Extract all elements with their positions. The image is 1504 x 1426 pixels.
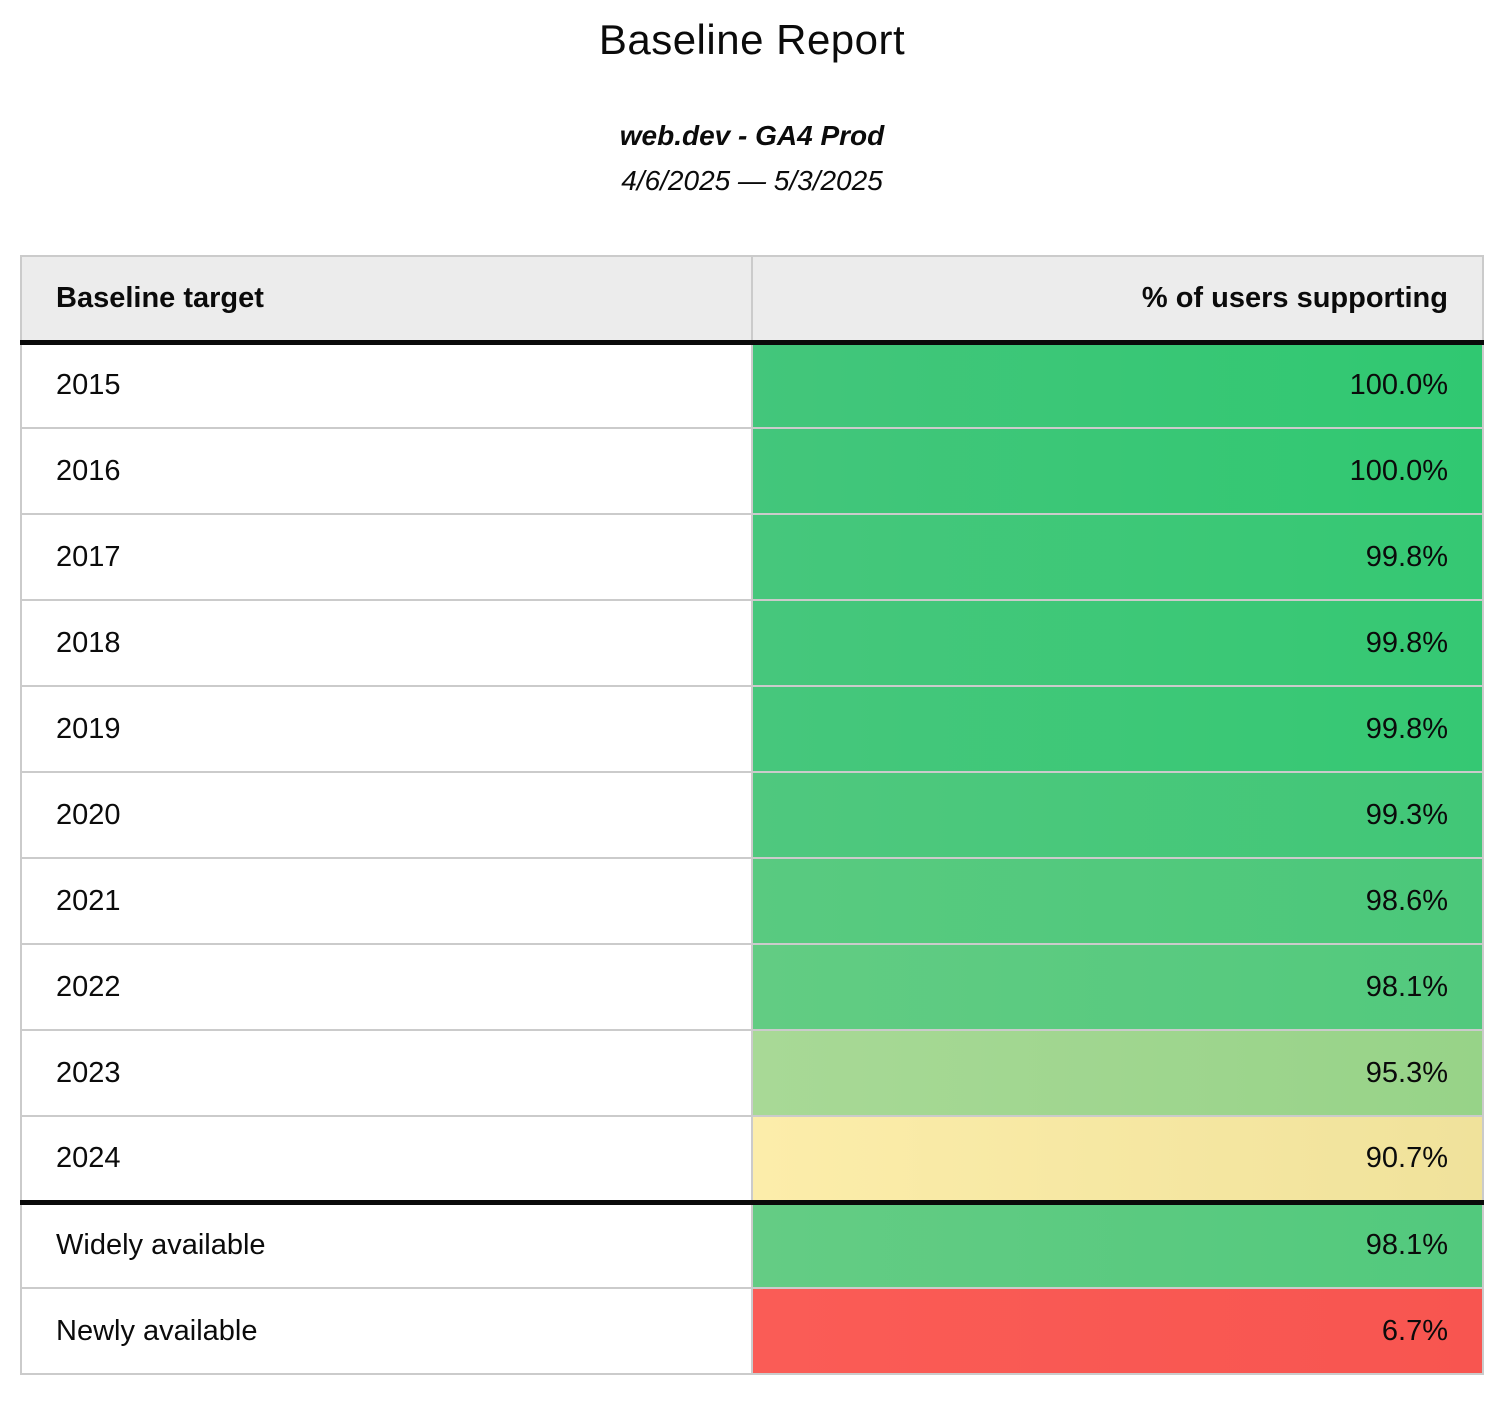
baseline-target-cell: 2020: [20, 771, 753, 859]
baseline-target-cell: 2023: [20, 1029, 753, 1117]
table-row: Newly available 6.7%: [20, 1287, 1484, 1375]
support-cell: 99.8%: [751, 685, 1484, 773]
support-cell: 95.3%: [751, 1029, 1484, 1117]
table-row: 2015 100.0%: [20, 341, 1484, 429]
support-cell: 99.3%: [751, 771, 1484, 859]
column-header-baseline-target: Baseline target: [20, 255, 753, 345]
table-row: 2018 99.8%: [20, 599, 1484, 687]
report-date-range: 4/6/2025 — 5/3/2025: [621, 165, 883, 196]
baseline-target-cell: Widely available: [20, 1199, 753, 1289]
table-row: 2024 90.7%: [20, 1115, 1484, 1203]
table-row: 2022 98.1%: [20, 943, 1484, 1031]
baseline-target-cell: 2022: [20, 943, 753, 1031]
page-title: Baseline Report: [598, 16, 906, 63]
table-row: 2023 95.3%: [20, 1029, 1484, 1117]
report-page: { "report": { "title": "Baseline Report"…: [0, 16, 1504, 1375]
baseline-target-cell: 2021: [20, 857, 753, 945]
table-header: Baseline target % of users supporting: [20, 255, 1484, 345]
support-cell: 98.6%: [751, 857, 1484, 945]
baseline-target-cell: 2018: [20, 599, 753, 687]
table-row: 2021 98.6%: [20, 857, 1484, 945]
table-row: 2016 100.0%: [20, 427, 1484, 515]
table-row: 2019 99.8%: [20, 685, 1484, 773]
support-cell: 99.8%: [751, 599, 1484, 687]
support-cell: 100.0%: [751, 427, 1484, 515]
baseline-target-cell: Newly available: [20, 1287, 753, 1375]
table-body: 2015 100.0% 2016 100.0% 2017 99.8% 2018 …: [20, 341, 1484, 1375]
baseline-target-cell: 2017: [20, 513, 753, 601]
support-cell: 99.8%: [751, 513, 1484, 601]
support-cell: 98.1%: [751, 1199, 1484, 1289]
support-cell: 100.0%: [751, 341, 1484, 429]
table-row: 2020 99.3%: [20, 771, 1484, 859]
baseline-table: Baseline target % of users supporting 20…: [20, 255, 1484, 1375]
table-row: Widely available 98.1%: [20, 1199, 1484, 1289]
column-header-users-supporting: % of users supporting: [751, 255, 1484, 345]
baseline-target-cell: 2019: [20, 685, 753, 773]
table-row: 2017 99.8%: [20, 513, 1484, 601]
support-cell: 90.7%: [751, 1115, 1484, 1203]
header-row: Baseline target % of users supporting: [20, 255, 1484, 345]
baseline-target-cell: 2016: [20, 427, 753, 515]
baseline-target-cell: 2024: [20, 1115, 753, 1203]
support-cell: 98.1%: [751, 943, 1484, 1031]
baseline-target-cell: 2015: [20, 341, 753, 429]
support-cell: 6.7%: [751, 1287, 1484, 1375]
report-property: web.dev - GA4 Prod: [619, 120, 885, 151]
